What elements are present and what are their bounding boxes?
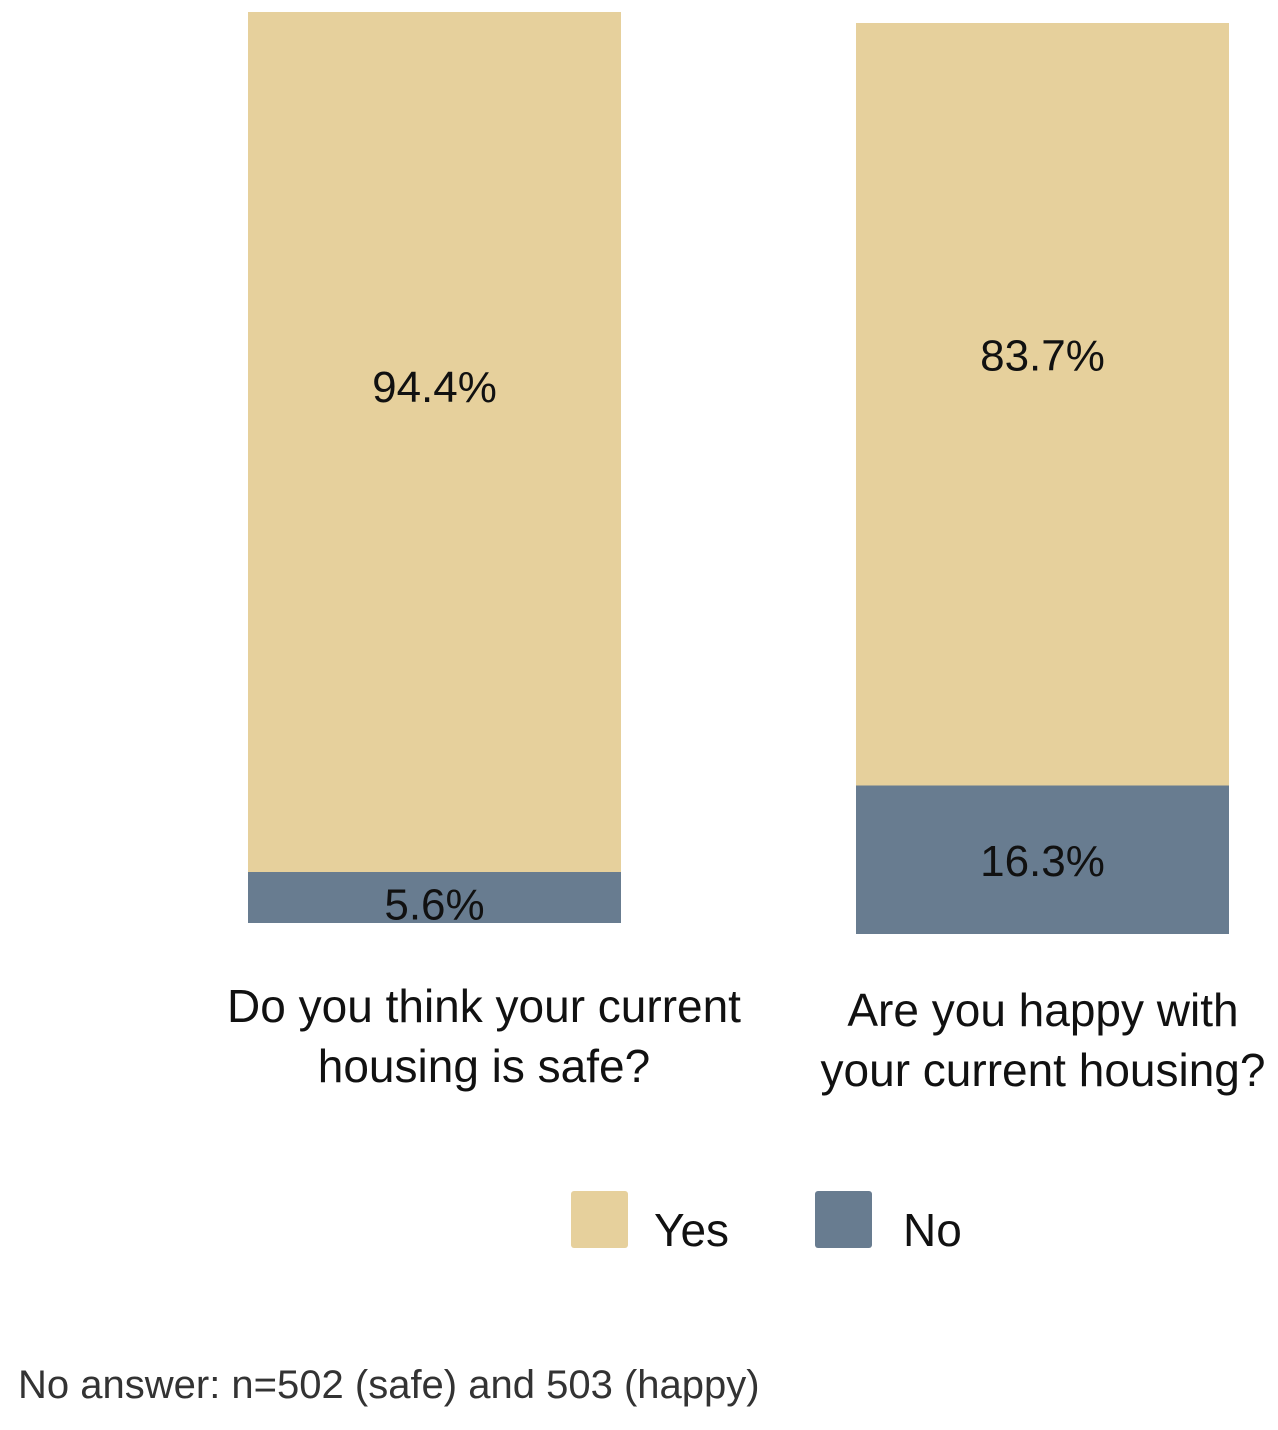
legend: Yes No	[571, 1191, 962, 1256]
data-label-no-2: 16.3%	[980, 837, 1105, 886]
bar-segment-no-2	[856, 785, 1229, 934]
category-label-1-line-1: Do you think your current	[227, 980, 741, 1032]
data-labels-layer: 5.6% 94.4% 16.3% 83.7%	[372, 332, 1105, 930]
category-labels-layer: Do you think your current housing is safe…	[227, 980, 1265, 1096]
data-label-no-1: 5.6%	[384, 881, 484, 930]
legend-label-no: No	[903, 1204, 962, 1256]
data-label-yes-1: 94.4%	[372, 363, 497, 412]
footnote: No answer: n=502 (safe) and 503 (happy)	[18, 1363, 760, 1407]
bars-layer	[248, 12, 1229, 934]
category-label-2-line-2: your current housing?	[821, 1044, 1266, 1096]
legend-swatch-yes	[571, 1191, 628, 1248]
data-label-yes-2: 83.7%	[980, 332, 1105, 381]
category-label-1-line-2: housing is safe?	[318, 1040, 650, 1092]
legend-label-yes: Yes	[654, 1204, 729, 1256]
category-label-2-line-1: Are you happy with	[847, 984, 1238, 1036]
bar-segment-yes-2	[856, 23, 1229, 786]
legend-swatch-no	[815, 1191, 872, 1248]
bar-segment-no-1	[248, 872, 621, 923]
bar-segment-yes-1	[248, 12, 621, 872]
